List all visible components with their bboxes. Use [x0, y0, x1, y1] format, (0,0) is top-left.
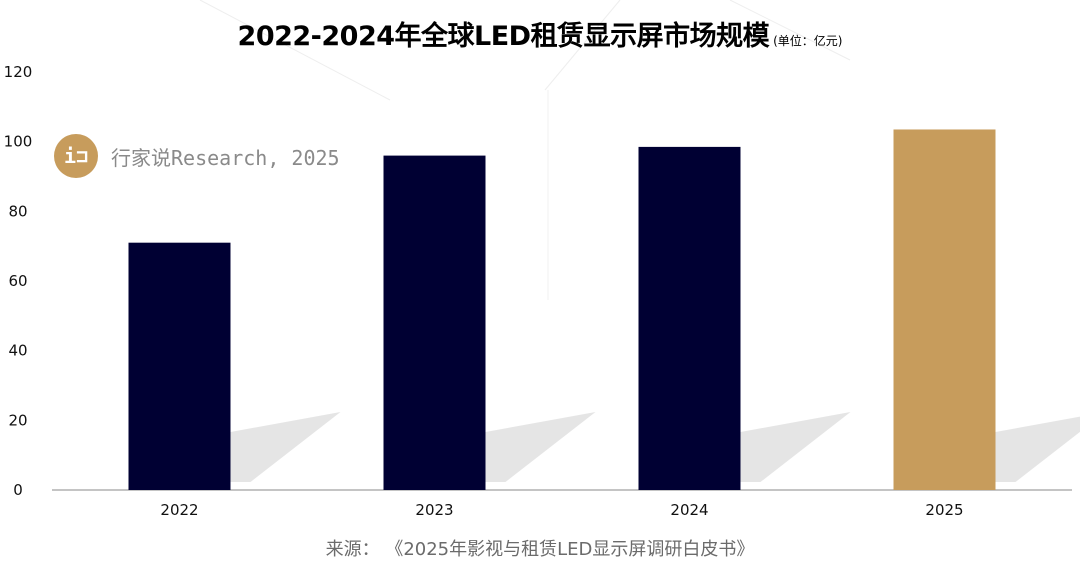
bar-shadow: [740, 412, 851, 482]
y-axis-ticks: 0 20 40 60 80 100 120: [4, 63, 33, 499]
bar-shadow: [230, 412, 341, 482]
bar-2025: [893, 129, 996, 490]
bar-shadow: [485, 412, 596, 482]
y-tick-label: 20: [8, 411, 27, 429]
bar-shadow: [995, 416, 1080, 482]
watermark: i⊐ 行家说Research, 2025: [54, 134, 340, 178]
chart-title-unit: (单位：亿元): [773, 34, 843, 48]
decorative-background: [199, 0, 851, 300]
y-tick-label: 40: [8, 342, 27, 360]
bg-line: [729, 0, 851, 61]
y-tick-label: 0: [13, 481, 23, 499]
y-tick-label: 60: [8, 272, 27, 290]
brand-logo-icon: i⊐: [54, 134, 98, 178]
x-tick-label: 2023: [415, 501, 453, 519]
bg-line: [199, 0, 391, 101]
y-tick-label: 80: [8, 202, 27, 220]
watermark-text: 行家说Research, 2025: [111, 145, 340, 170]
y-tick-label: 120: [4, 63, 33, 81]
x-tick-label: 2022: [160, 501, 198, 519]
bars: [128, 129, 996, 490]
chart-title: 2022-2024年全球LED租赁显示屏市场规模 (单位：亿元): [0, 14, 1080, 53]
x-tick-label: 2025: [925, 501, 963, 519]
bar-2023: [383, 155, 486, 490]
bar-2024: [638, 146, 741, 490]
y-tick-label: 100: [4, 133, 33, 151]
x-tick-label: 2024: [670, 501, 708, 519]
bar-shadows: [230, 412, 1080, 482]
bg-line: [544, 0, 621, 91]
x-axis-ticks: 2022 2023 2024 2025: [160, 501, 963, 519]
bar-2022: [128, 242, 231, 490]
source-note: 来源： 《2025年影视与租赁LED显示屏调研白皮书》: [325, 539, 755, 560]
chart-title-main: 2022-2024年全球LED租赁显示屏市场规模: [237, 21, 770, 52]
